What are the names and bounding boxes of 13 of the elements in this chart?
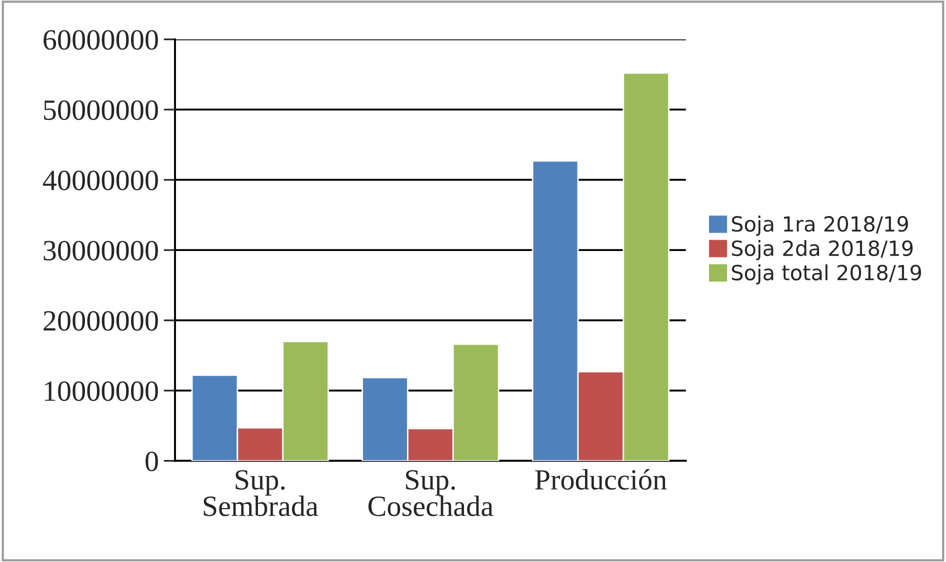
y-tick-label: 60000000 bbox=[44, 30, 158, 50]
y-tick-label: 40000000 bbox=[42, 170, 158, 190]
x-tick-label: Sup. Cosechada bbox=[368, 470, 494, 516]
x-tick-label: Sup. Sembrada bbox=[204, 470, 318, 516]
y-tick-label: 50000000 bbox=[44, 100, 158, 120]
y-tick-label: 0 bbox=[146, 452, 158, 472]
x-tick-label: Producción bbox=[535, 469, 667, 490]
legend-label: Soja total 2018/19 bbox=[732, 264, 922, 284]
y-tick-label: 10000000 bbox=[44, 381, 158, 401]
y-tick-label: 30000000 bbox=[44, 240, 158, 260]
y-tick-label: 20000000 bbox=[44, 311, 158, 331]
legend-label: Soja 1ra 2018/19 bbox=[732, 216, 908, 236]
legend-label: Soja 2da 2018/19 bbox=[732, 240, 913, 260]
